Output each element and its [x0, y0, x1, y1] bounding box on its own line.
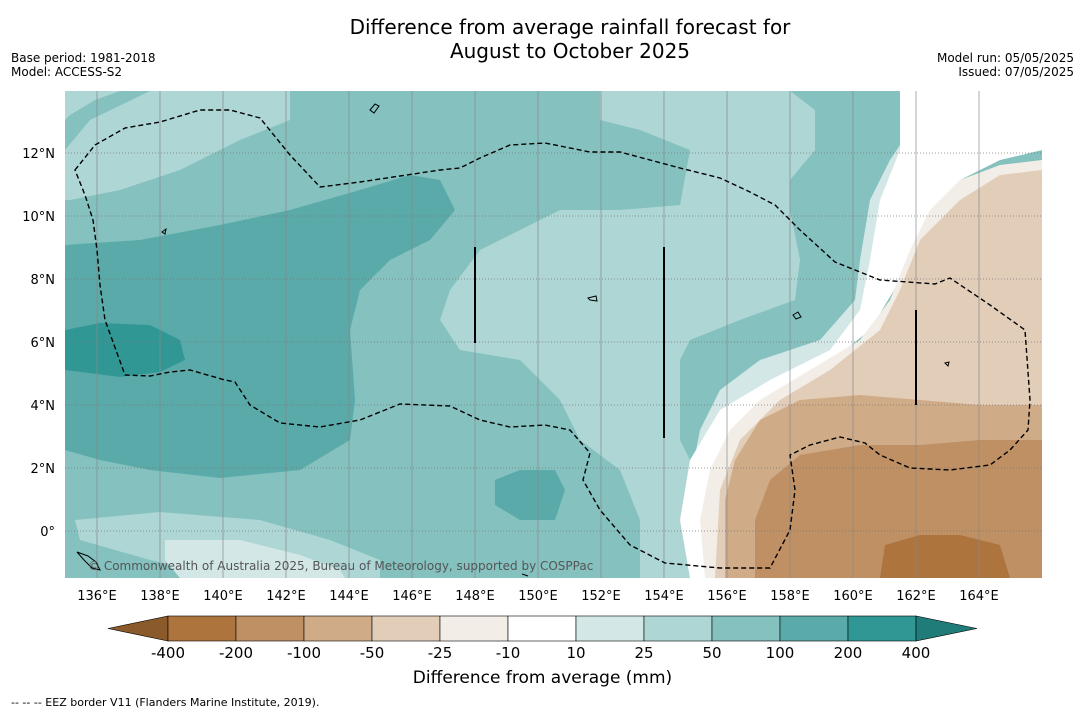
- band-200-400: [65, 323, 185, 377]
- colorbar-tick-label: 400: [902, 644, 931, 662]
- colorbar-segment: [235, 615, 305, 642]
- colorbar: -400 -200 -100 -50 -25 -10 10 25 50 100 200 400: [107, 615, 978, 662]
- latitude-label: 2°N: [31, 462, 56, 477]
- longitude-labels: 136°E 138°E 140°E 142°E 144°E 146°E 148°E 150°E…: [77, 589, 999, 604]
- longitude-label: 152°E: [581, 589, 621, 604]
- colorbar-low-arrow: [107, 615, 169, 642]
- colorbar-tick-label: 25: [634, 644, 653, 662]
- latitude-label: 10°N: [22, 210, 55, 225]
- band-minus400-minus200: [880, 535, 1010, 578]
- latitude-labels: 12°N 10°N 8°N 6°N 4°N 2°N 0°: [22, 147, 55, 540]
- longitude-label: 160°E: [833, 589, 873, 604]
- latitude-label: 12°N: [22, 147, 55, 162]
- longitude-label: 148°E: [455, 589, 495, 604]
- colorbar-tick-label: -50: [360, 644, 385, 662]
- colorbar-segment: [643, 615, 713, 642]
- longitude-label: 158°E: [770, 589, 810, 604]
- colorbar-tick-label: -200: [219, 644, 253, 662]
- band-minus50-minus25-northeast: [950, 180, 1042, 300]
- islands: [76, 103, 950, 577]
- eez-borders: [74, 109, 1031, 569]
- model-name: Model: ACCESS-S2: [11, 65, 123, 79]
- band-25-50-northwest: [65, 91, 290, 200]
- colorbar-tick-label: 100: [766, 644, 795, 662]
- colorbar-label: Difference from average (mm): [412, 668, 673, 688]
- colorbar-tick-label: 10: [566, 644, 585, 662]
- band-100-200-west: [65, 175, 455, 478]
- map-title-line-2: August to October 2025: [449, 39, 691, 63]
- latitude-label: 8°N: [31, 273, 56, 288]
- band-10-25-south: [165, 540, 345, 578]
- longitude-label: 146°E: [392, 589, 432, 604]
- colorbar-high-arrow: [915, 615, 978, 642]
- longitude-label: 150°E: [518, 589, 558, 604]
- longitude-label: 142°E: [266, 589, 306, 604]
- colorbar-tick-label: 200: [834, 644, 863, 662]
- latitude-label: 4°N: [31, 399, 56, 414]
- colorbar-segment: [711, 615, 781, 642]
- band-25-50-central: [440, 91, 815, 578]
- map-title-line-1: Difference from average rainfall forecas…: [349, 15, 791, 39]
- longitude-label: 154°E: [644, 589, 684, 604]
- colorbar-tick-label: -25: [428, 644, 453, 662]
- latitude-label: 0°: [40, 525, 55, 540]
- colorbar-segment: [371, 615, 441, 642]
- longitude-label: 164°E: [959, 589, 999, 604]
- colorbar-tick-label: -10: [496, 644, 521, 662]
- colorbar-segment: [779, 615, 849, 642]
- colorbar-segment: [847, 615, 917, 642]
- base-period: Base period: 1981-2018: [11, 51, 156, 65]
- map-field: © Commonwealth of Australia 2025, Bureau…: [65, 91, 1042, 578]
- colorbar-segment: [575, 615, 645, 642]
- colorbar-segment: [303, 615, 373, 642]
- colorbar-tick-label: 50: [702, 644, 721, 662]
- latitude-label: 6°N: [31, 336, 56, 351]
- longitude-label: 144°E: [329, 589, 369, 604]
- colorbar-segment: [439, 615, 509, 642]
- colorbar-segment: [167, 615, 237, 642]
- latitude-gridlines: [65, 152, 1042, 532]
- band-25-50-top-left-corner: [65, 91, 120, 120]
- colorbar-tick-label: -400: [151, 644, 185, 662]
- longitude-label: 140°E: [203, 589, 243, 604]
- eez-legend-note: -- -- -- EEZ border V11 (Flanders Marine…: [11, 696, 320, 709]
- band-100-200-patch: [495, 470, 565, 520]
- longitude-label: 156°E: [707, 589, 747, 604]
- colorbar-tick-label: -100: [287, 644, 321, 662]
- longitude-label: 136°E: [77, 589, 117, 604]
- issued-date: Issued: 07/05/2025: [958, 65, 1074, 79]
- solid-meridian-segments: [474, 247, 917, 438]
- longitude-label: 162°E: [896, 589, 936, 604]
- colorbar-segment: [507, 615, 577, 642]
- copyright-notice: © Commonwealth of Australia 2025, Bureau…: [88, 559, 593, 573]
- model-run-date: Model run: 05/05/2025: [936, 51, 1074, 65]
- band-minus10-10: [680, 91, 1042, 578]
- longitude-label: 138°E: [140, 589, 180, 604]
